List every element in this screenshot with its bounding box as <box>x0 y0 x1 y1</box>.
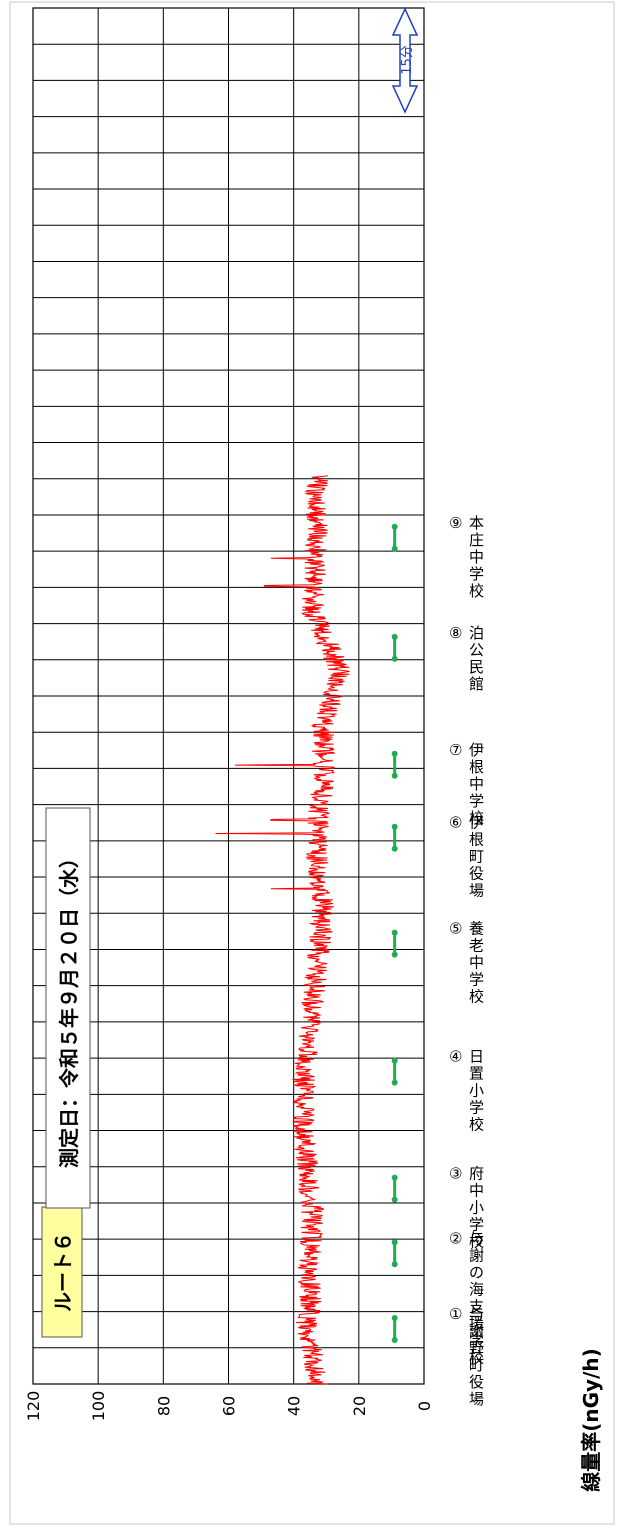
station-label: ⑤ 養老中学校 <box>449 920 484 1006</box>
station-label: ④ 日置小学校 <box>449 1048 484 1134</box>
y-tick-label: 0 <box>415 1401 434 1411</box>
station-marker-cap <box>391 1239 398 1246</box>
station-marker-cap <box>391 951 398 958</box>
station-marker-cap <box>391 845 398 852</box>
station-label: ⑨ 本庄中学校 <box>449 514 484 600</box>
station-marker-cap <box>391 929 398 936</box>
y-tick-label: 40 <box>285 1396 304 1416</box>
y-tick-label: 120 <box>24 1391 43 1422</box>
grid <box>32 7 425 1385</box>
station-marker-cap <box>391 772 398 779</box>
station-marker-cap <box>391 1336 398 1343</box>
station-marker-cap <box>391 1057 398 1064</box>
station-label: ⑦ 伊根中学校 <box>449 741 484 827</box>
station-marker-cap <box>391 750 398 757</box>
y-tick-label: 20 <box>350 1396 369 1416</box>
station-marker-cap <box>391 655 398 662</box>
station-marker-cap <box>391 1079 398 1086</box>
y-tick-label: 100 <box>89 1391 108 1422</box>
station-marker-cap <box>391 1196 398 1203</box>
double-arrow-icon <box>391 7 419 114</box>
y-axis-title: 線量率(nGy/h) <box>579 1348 603 1492</box>
y-tick-label: 60 <box>220 1396 239 1416</box>
y-tick-label: 80 <box>154 1396 173 1416</box>
station-marker-cap <box>391 633 398 640</box>
station-marker-cap <box>391 1174 398 1181</box>
station-marker-cap <box>391 1261 398 1268</box>
station-label: ③ 府中小学校 <box>449 1165 484 1251</box>
station-marker-cap <box>391 545 398 552</box>
station-label: ① 与謝野町役場 <box>449 1305 484 1408</box>
station-marker-cap <box>391 523 398 530</box>
route-label-box: ルート６ <box>41 1206 83 1338</box>
dose-rate-line <box>215 475 350 1385</box>
series-layer <box>215 475 350 1385</box>
station-marker-cap <box>391 823 398 830</box>
value-axis: 0 20 40 60 80 100 120 <box>24 1391 434 1422</box>
station-label: ⑧ 泊公民館 <box>449 624 484 693</box>
plot-area-border <box>32 7 425 1385</box>
time-scale-indicator: 15分 <box>391 7 419 114</box>
date-label: 測定日：令和５年９月２０日（水） <box>57 848 81 1168</box>
station-label: ② 与謝の海支援学校 <box>449 1229 484 1366</box>
time-scale-label: 15分 <box>400 45 415 75</box>
chart-outer-border <box>9 1 615 1525</box>
station-label: ⑥ 伊根町役場 <box>449 814 484 900</box>
date-label-box: 測定日：令和５年９月２０日（水） <box>45 807 91 1209</box>
station-marker-cap <box>391 1314 398 1321</box>
route-label: ルート６ <box>51 1232 75 1312</box>
